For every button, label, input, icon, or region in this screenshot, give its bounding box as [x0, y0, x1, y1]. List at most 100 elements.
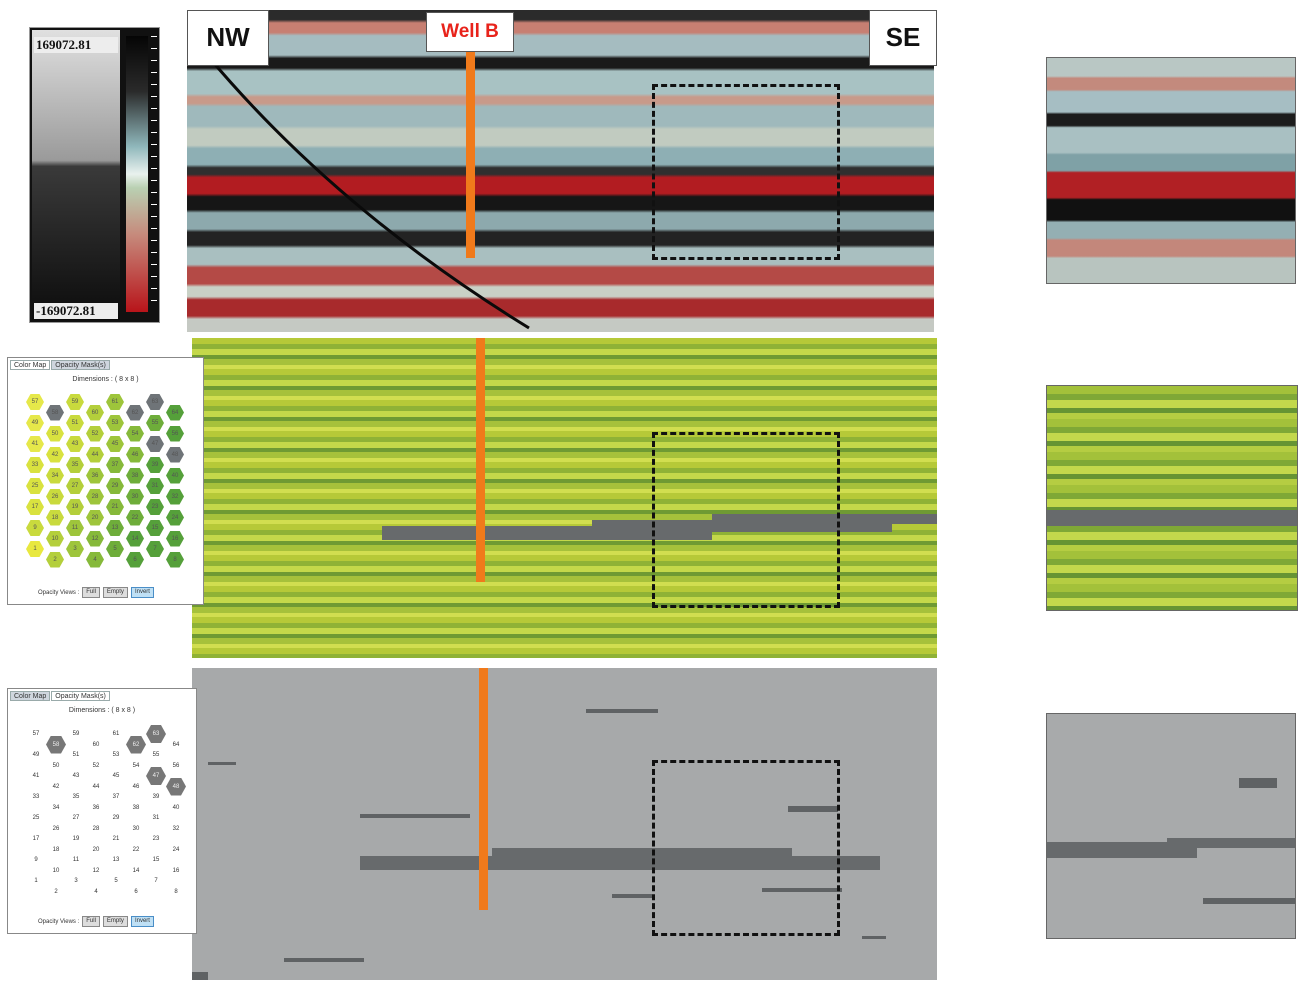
hex-cell[interactable]: 54 — [132, 762, 140, 769]
hex-cell[interactable]: 50 — [52, 762, 60, 769]
empty-button[interactable]: Empty — [102, 587, 128, 598]
hex-cell[interactable]: 44 — [92, 783, 100, 790]
hex-cell[interactable]: 61 — [112, 731, 120, 737]
hex-cell[interactable]: 41 — [26, 436, 44, 452]
hex-cell[interactable]: 45 — [112, 773, 120, 779]
hex-cell[interactable]: 18 — [46, 509, 64, 526]
hex-cell[interactable]: 11 — [66, 520, 84, 536]
hex-cell[interactable]: 51 — [66, 415, 84, 431]
hex-cell[interactable]: 48 — [166, 777, 186, 796]
hex-cell[interactable]: 61 — [106, 394, 124, 410]
hex-cell[interactable]: 51 — [72, 752, 80, 758]
hex-cell[interactable]: 2 — [46, 551, 64, 568]
invert-button[interactable]: Invert — [130, 587, 154, 598]
hex-cell[interactable]: 20 — [86, 509, 104, 526]
hex-cell[interactable]: 40 — [172, 804, 180, 811]
tab-color-map[interactable]: Color Map — [10, 691, 51, 701]
hex-cell[interactable]: 30 — [126, 488, 144, 505]
hex-cell[interactable]: 58 — [46, 735, 66, 754]
hex-cell[interactable]: 33 — [32, 794, 40, 800]
hex-cell[interactable]: 4 — [86, 551, 104, 568]
full-button[interactable]: Full — [82, 916, 100, 927]
hex-cell[interactable]: 54 — [126, 425, 144, 442]
hex-cell[interactable]: 2 — [54, 888, 58, 895]
tab-opacity-mask[interactable]: Opacity Mask(s) — [51, 691, 110, 701]
hex-cell[interactable]: 18 — [52, 846, 60, 853]
hex-cell[interactable]: 6 — [134, 888, 138, 895]
hex-cell[interactable]: 40 — [166, 467, 184, 484]
hex-cell[interactable]: 14 — [126, 530, 144, 547]
hex-cell[interactable]: 38 — [132, 804, 140, 811]
hex-cell[interactable]: 32 — [166, 488, 184, 505]
hex-cell[interactable]: 60 — [86, 404, 104, 421]
hex-cell[interactable]: 57 — [32, 731, 40, 737]
hex-cell[interactable]: 27 — [66, 478, 84, 494]
hex-cell[interactable]: 3 — [74, 878, 78, 884]
hex-cell[interactable]: 50 — [46, 425, 64, 442]
hex-cell[interactable]: 11 — [72, 857, 80, 863]
hex-cell[interactable]: 25 — [32, 815, 40, 821]
hex-cell[interactable]: 37 — [106, 457, 124, 473]
hex-cell[interactable]: 62 — [126, 404, 144, 421]
hex-cell[interactable]: 47 — [146, 767, 166, 785]
hex-cell[interactable]: 25 — [26, 478, 44, 494]
empty-button[interactable]: Empty — [102, 916, 128, 927]
hex-cell[interactable]: 31 — [146, 478, 164, 494]
hex-cell[interactable]: 6 — [126, 551, 144, 568]
hex-cell[interactable]: 41 — [32, 773, 40, 779]
hex-cell[interactable]: 29 — [112, 815, 120, 821]
hex-cell[interactable]: 57 — [26, 394, 44, 410]
hex-cell[interactable]: 64 — [172, 741, 180, 748]
hex-cell[interactable]: 15 — [146, 520, 164, 536]
hex-cell[interactable]: 58 — [46, 404, 64, 421]
hex-cell[interactable]: 1 — [34, 878, 38, 884]
hex-cell[interactable]: 34 — [46, 467, 64, 484]
hex-cell[interactable]: 24 — [166, 509, 184, 526]
hex-cell[interactable]: 28 — [86, 488, 104, 505]
hex-cell[interactable]: 35 — [72, 794, 80, 800]
hex-cell[interactable]: 5 — [106, 541, 124, 557]
hex-cell[interactable]: 22 — [132, 846, 140, 853]
hex-cell[interactable]: 16 — [172, 867, 180, 874]
hex-cell[interactable]: 5 — [114, 878, 118, 884]
hex-cell[interactable]: 46 — [132, 783, 140, 790]
hex-cell[interactable]: 62 — [126, 735, 146, 754]
hex-cell[interactable]: 36 — [92, 804, 100, 811]
hex-cell[interactable]: 56 — [172, 762, 180, 769]
hex-cell[interactable]: 38 — [126, 467, 144, 484]
hex-cell[interactable]: 23 — [146, 499, 164, 515]
hex-cell[interactable]: 10 — [52, 867, 60, 874]
hex-cell[interactable]: 10 — [46, 530, 64, 547]
hex-cell[interactable]: 49 — [26, 415, 44, 431]
hex-cell[interactable]: 59 — [66, 394, 84, 410]
hex-cell[interactable]: 63 — [146, 394, 164, 410]
hex-cell[interactable]: 26 — [46, 488, 64, 505]
hex-cell[interactable]: 55 — [152, 752, 160, 758]
hex-cell[interactable]: 4 — [94, 888, 98, 895]
hex-cell[interactable]: 55 — [146, 415, 164, 431]
hex-cell[interactable]: 20 — [92, 846, 100, 853]
hex-cell[interactable]: 13 — [112, 857, 120, 863]
hex-cell[interactable]: 8 — [166, 551, 184, 568]
hex-cell[interactable]: 45 — [106, 436, 124, 452]
hex-cell[interactable]: 47 — [146, 436, 164, 452]
hex-cell[interactable]: 43 — [66, 436, 84, 452]
hex-cell[interactable]: 19 — [66, 499, 84, 515]
hex-cell[interactable]: 27 — [72, 815, 80, 821]
hex-cell[interactable]: 7 — [154, 878, 158, 884]
hex-cell[interactable]: 53 — [106, 415, 124, 431]
hex-cell[interactable]: 59 — [72, 731, 80, 737]
hex-cell[interactable]: 9 — [34, 857, 38, 863]
hex-cell[interactable]: 9 — [26, 520, 44, 536]
hex-cell[interactable]: 26 — [52, 825, 60, 832]
hex-cell[interactable]: 13 — [106, 520, 124, 536]
hex-cell[interactable]: 42 — [52, 783, 60, 790]
hex-cell[interactable]: 21 — [112, 836, 120, 842]
hex-cell[interactable]: 31 — [152, 815, 160, 821]
hex-cell[interactable]: 30 — [132, 825, 140, 832]
hex-cell[interactable]: 53 — [112, 752, 120, 758]
hex-cell[interactable]: 44 — [86, 446, 104, 463]
hex-cell[interactable]: 3 — [66, 541, 84, 557]
hex-cell[interactable]: 37 — [112, 794, 120, 800]
tab-color-map[interactable]: Color Map — [10, 360, 51, 370]
